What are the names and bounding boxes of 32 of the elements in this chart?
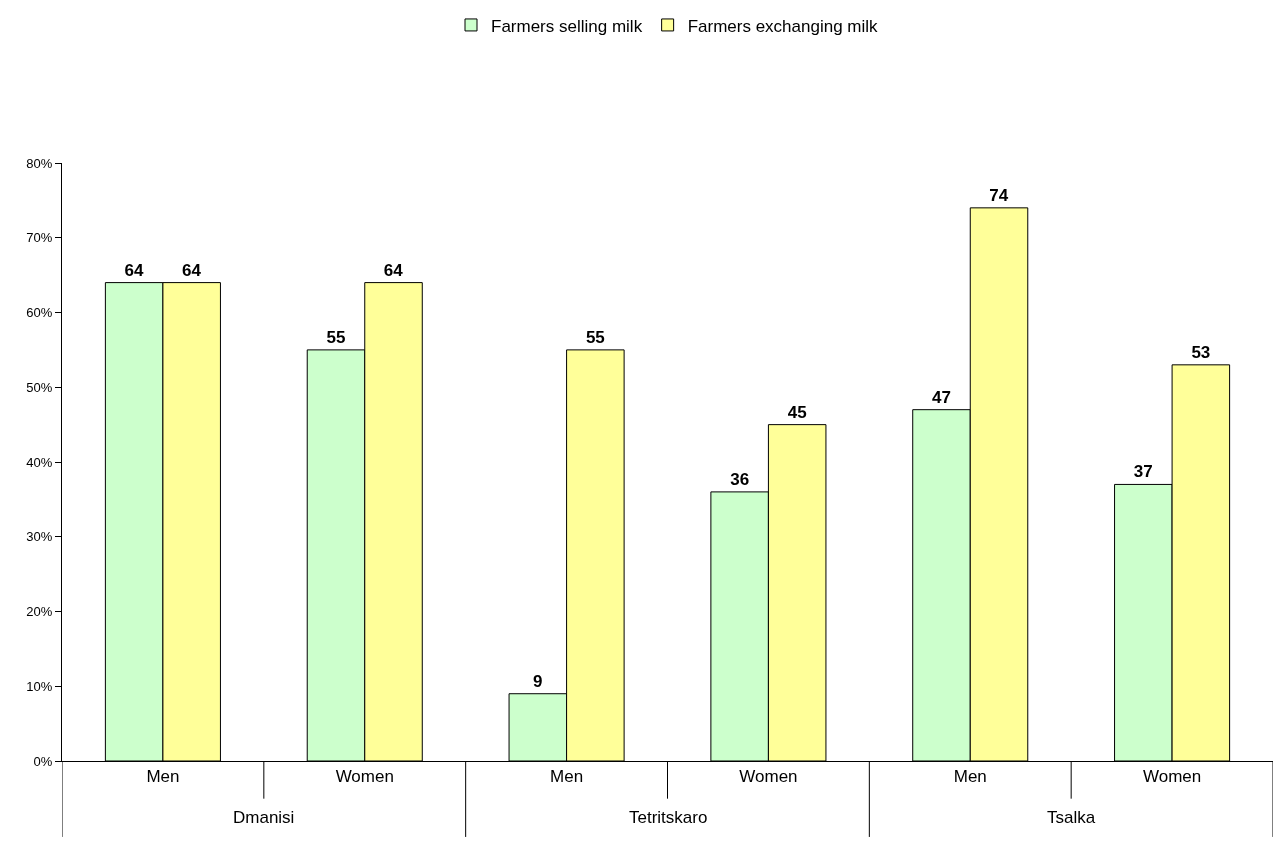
data-label: 36 xyxy=(730,469,750,489)
text: Tsalka xyxy=(1047,808,1096,827)
y-tick-label: 20% xyxy=(26,604,53,620)
data-label: 47 xyxy=(932,387,951,407)
x-tick-label: Women xyxy=(335,767,394,787)
y-tick-label: 0% xyxy=(33,753,53,769)
text: Dmanisi xyxy=(233,808,295,827)
data-label: 9 xyxy=(533,671,543,691)
legend-label: Farmers selling milk xyxy=(491,16,643,36)
data-label: 37 xyxy=(1133,462,1153,482)
x-tick-label: Women xyxy=(739,767,798,787)
x-tick-label: Men xyxy=(146,767,180,787)
data-label: 53 xyxy=(1191,342,1211,362)
y-tick-label: 10% xyxy=(26,678,53,694)
text: Tetritskaro xyxy=(629,808,708,827)
x-tick-label: Men xyxy=(550,767,584,787)
y-tick-label: 80% xyxy=(26,155,53,171)
y-tick-label: 30% xyxy=(26,529,53,545)
legend-label: Farmers exchanging milk xyxy=(687,16,879,36)
x-tick-label: Men xyxy=(953,767,987,787)
y-tick-label: 70% xyxy=(26,230,53,246)
data-label: 74 xyxy=(989,185,1009,205)
y-tick-label: 60% xyxy=(26,305,53,321)
data-label: 64 xyxy=(124,260,144,280)
data-label: 45 xyxy=(787,402,807,422)
data-label: 64 xyxy=(181,260,202,280)
data-label: 55 xyxy=(326,327,346,347)
y-tick-label: 50% xyxy=(26,379,53,395)
data-label: 64 xyxy=(383,260,404,280)
y-tick-label: 40% xyxy=(26,454,53,470)
data-label: 55 xyxy=(585,327,605,347)
x-tick-label: Women xyxy=(1142,767,1202,787)
